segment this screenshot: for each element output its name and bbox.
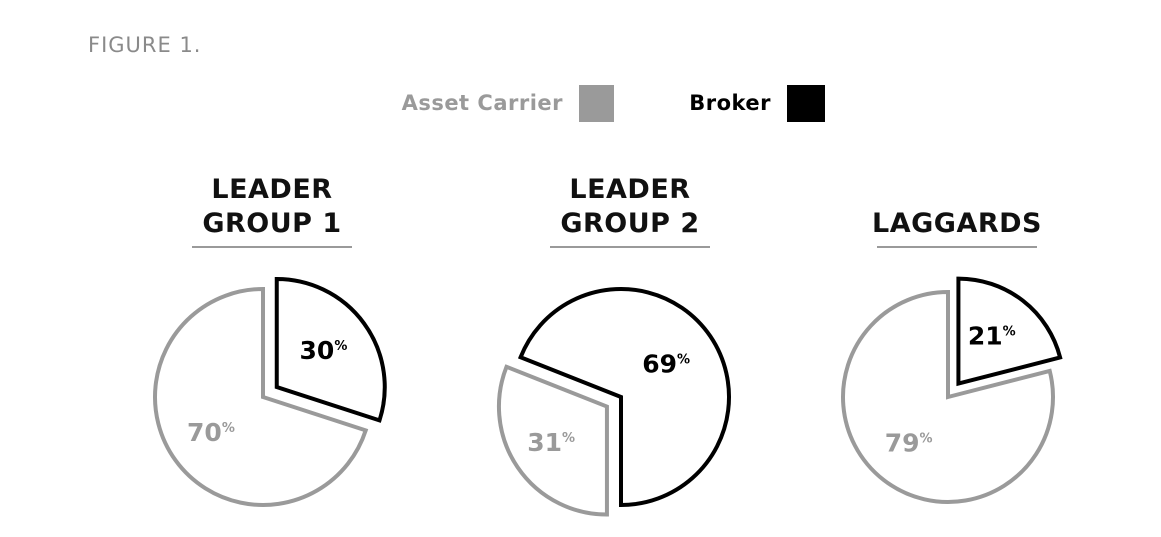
pie-title-3-line-1: LAGGARDS (872, 208, 1042, 239)
pie-slice-1-asset-carrier (153, 286, 369, 507)
pie-label-3-asset-carrier: 79% (885, 429, 933, 458)
pie-title-1-line-1: LEADER (211, 174, 332, 205)
pie-label-1-asset-carrier: 70% (187, 418, 235, 447)
pie-label-2-asset-carrier: 31% (527, 428, 575, 457)
figure-caption: FIGURE 1. (88, 33, 202, 57)
legend-label-asset-carrier: Asset Carrier (402, 91, 564, 115)
pie-label-1-broker: 30% (300, 336, 348, 365)
pie-slice-3-broker (956, 276, 1063, 387)
legend: Asset Carrier Broker (402, 85, 825, 122)
pie-label-2-broker: 69% (642, 350, 690, 379)
legend-swatch-broker (787, 85, 825, 122)
legend-swatch-asset-carrier (579, 85, 614, 122)
legend-label-broker: Broker (689, 91, 771, 115)
pie-label-3-broker: 21% (968, 321, 1016, 350)
pie-title-1-line-2: GROUP 1 (202, 208, 341, 239)
pie-slice-2-broker (517, 287, 731, 508)
pie-slice-3-asset-carrier (841, 289, 1055, 504)
pie-chart-3: LAGGARDS 21% 79% (841, 208, 1063, 504)
pie-slice-1-broker (274, 277, 387, 423)
pie-title-2-line-1: LEADER (569, 174, 690, 205)
pie-slice-2-asset-carrier (496, 364, 609, 517)
pie-title-2-line-2: GROUP 2 (560, 208, 699, 239)
